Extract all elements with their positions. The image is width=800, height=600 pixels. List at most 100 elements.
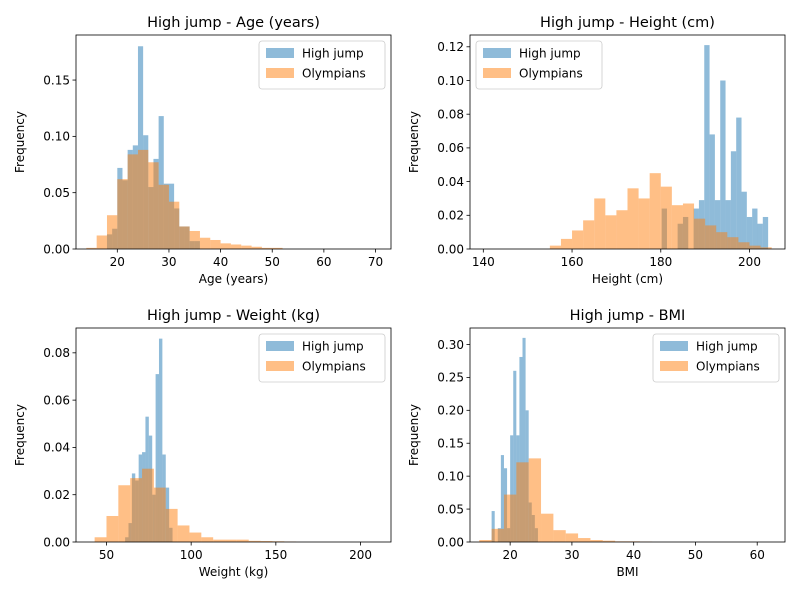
bar-olympians-7: [177, 525, 190, 542]
y-tick-label: 0.25: [437, 371, 464, 385]
x-tick-label: 30: [564, 548, 579, 562]
legend-swatch-high-jump: [266, 48, 294, 58]
bar-olympians-5: [541, 513, 554, 542]
bar-olympians-1: [560, 238, 573, 249]
x-tick-label: 50: [265, 255, 280, 269]
bar-olympians-14: [260, 541, 273, 542]
bar-olympians-9: [590, 540, 603, 542]
bar-olympians-4: [142, 468, 154, 542]
legend-swatch-high-jump: [483, 48, 511, 58]
y-tick-label: 0.15: [43, 73, 70, 87]
x-tick-label: 20: [503, 548, 518, 562]
bar-olympians-10: [189, 230, 200, 249]
bar-olympians-4: [127, 154, 138, 249]
y-axis-label: Frequency: [407, 111, 421, 173]
y-axis-label: Frequency: [407, 404, 421, 466]
subplot-title: High jump - Age (years): [147, 15, 320, 31]
bar-olympians-8: [578, 538, 591, 542]
legend: High jump Olympians: [652, 333, 780, 383]
bar-olympians-5: [153, 487, 166, 542]
y-tick-label: 0.05: [43, 186, 70, 200]
bar-high-jump-18: [752, 208, 758, 249]
y-tick-label: 0.08: [43, 346, 70, 360]
x-axis-label: Weight (kg): [199, 565, 269, 579]
bar-olympians-14: [230, 244, 242, 249]
bar-olympians-14: [705, 225, 717, 249]
bar-high-jump-6: [137, 46, 144, 249]
y-tick-label: 0.00: [43, 242, 70, 256]
bar-olympians-13: [248, 540, 261, 542]
y-tick-label: 0.00: [437, 535, 464, 549]
x-tick-label: 50: [688, 548, 703, 562]
x-tick-label: 200: [349, 548, 372, 562]
bar-high-jump-10: [522, 337, 526, 542]
y-tick-label: 0.02: [437, 209, 464, 223]
x-tick-label: 150: [264, 548, 287, 562]
legend-label-olympians: Olympians: [302, 67, 366, 81]
bar-high-jump-16: [741, 191, 747, 249]
y-tick-label: 0.10: [43, 130, 70, 144]
y-tick-label: 0.15: [437, 437, 464, 451]
axes-frame: [469, 327, 786, 543]
bar-olympians-13: [694, 218, 706, 249]
bar-olympians-12: [210, 239, 221, 249]
y-tick-label: 0.06: [437, 141, 464, 155]
bar-olympians-8: [168, 201, 180, 249]
x-tick-label: 60: [750, 548, 765, 562]
bar-olympians-10: [660, 186, 672, 249]
bar-olympians-19: [760, 247, 772, 249]
bar-olympians-0: [549, 245, 561, 249]
x-tick-label: 70: [368, 255, 383, 269]
x-tick-label: 30: [161, 255, 176, 269]
bar-olympians-13: [220, 243, 231, 249]
bar-olympians-10: [602, 540, 616, 542]
subplot-4: 20 30 40 50 60 0.00 0.05 0.10 0.15 0.20 0.25 0.30 Hi…: [407, 308, 786, 579]
y-tick-label: 0.05: [437, 502, 464, 516]
legend-label-high-jump: High jump: [696, 340, 758, 354]
bar-olympians-10: [213, 539, 226, 542]
y-tick-label: 0.30: [437, 338, 464, 352]
bar-olympians-3: [516, 462, 529, 542]
bars: [86, 46, 283, 249]
bar-olympians-15: [716, 232, 728, 249]
bar-olympians-2: [118, 485, 131, 542]
bar-olympians-1: [96, 235, 107, 249]
bar-high-jump-15: [736, 117, 742, 249]
bar-high-jump-9: [155, 374, 159, 542]
legend: High jump Olympians: [258, 333, 386, 383]
bar-high-jump-7: [513, 370, 517, 542]
bar-olympians-9: [179, 226, 190, 249]
bar-high-jump-17: [746, 216, 753, 249]
bar-olympians-8: [638, 198, 650, 249]
x-tick-label: 100: [180, 548, 203, 562]
bar-high-jump-6: [510, 435, 514, 542]
bar-high-jump-10: [158, 338, 163, 542]
subplot-title: High jump - Weight (kg): [147, 308, 320, 324]
legend-label-high-jump: High jump: [302, 47, 364, 61]
bar-olympians-7: [565, 533, 579, 542]
y-axis-label: Frequency: [13, 404, 27, 466]
x-axis-label: Height (cm): [592, 272, 663, 286]
bar-olympians-12: [682, 203, 695, 249]
legend-swatch-high-jump: [660, 341, 688, 351]
y-tick-label: 0.08: [437, 107, 464, 121]
bar-olympians-3: [117, 179, 128, 249]
subplot-title: High jump - BMI: [570, 308, 686, 324]
subplot-title: High jump - Height (cm): [540, 15, 715, 31]
legend-swatch-olympians: [483, 68, 511, 78]
axes-frame: [75, 327, 392, 543]
bar-olympians-4: [594, 198, 606, 249]
axes-frame: [75, 34, 392, 250]
legend-label-olympians: Olympians: [302, 360, 366, 374]
y-axis-label: Frequency: [13, 111, 27, 173]
bar-olympians-6: [553, 530, 566, 542]
bar-olympians-9: [649, 173, 661, 249]
bars: [549, 45, 772, 249]
legend-label-olympians: Olympians: [696, 360, 760, 374]
bar-high-jump-0: [491, 511, 495, 542]
bar-high-jump-9: [704, 45, 710, 249]
legend: High jump Olympians: [475, 40, 603, 90]
bar-olympians-0: [94, 537, 107, 542]
x-axis-label: BMI: [616, 565, 638, 579]
legend: High jump Olympians: [258, 40, 386, 90]
